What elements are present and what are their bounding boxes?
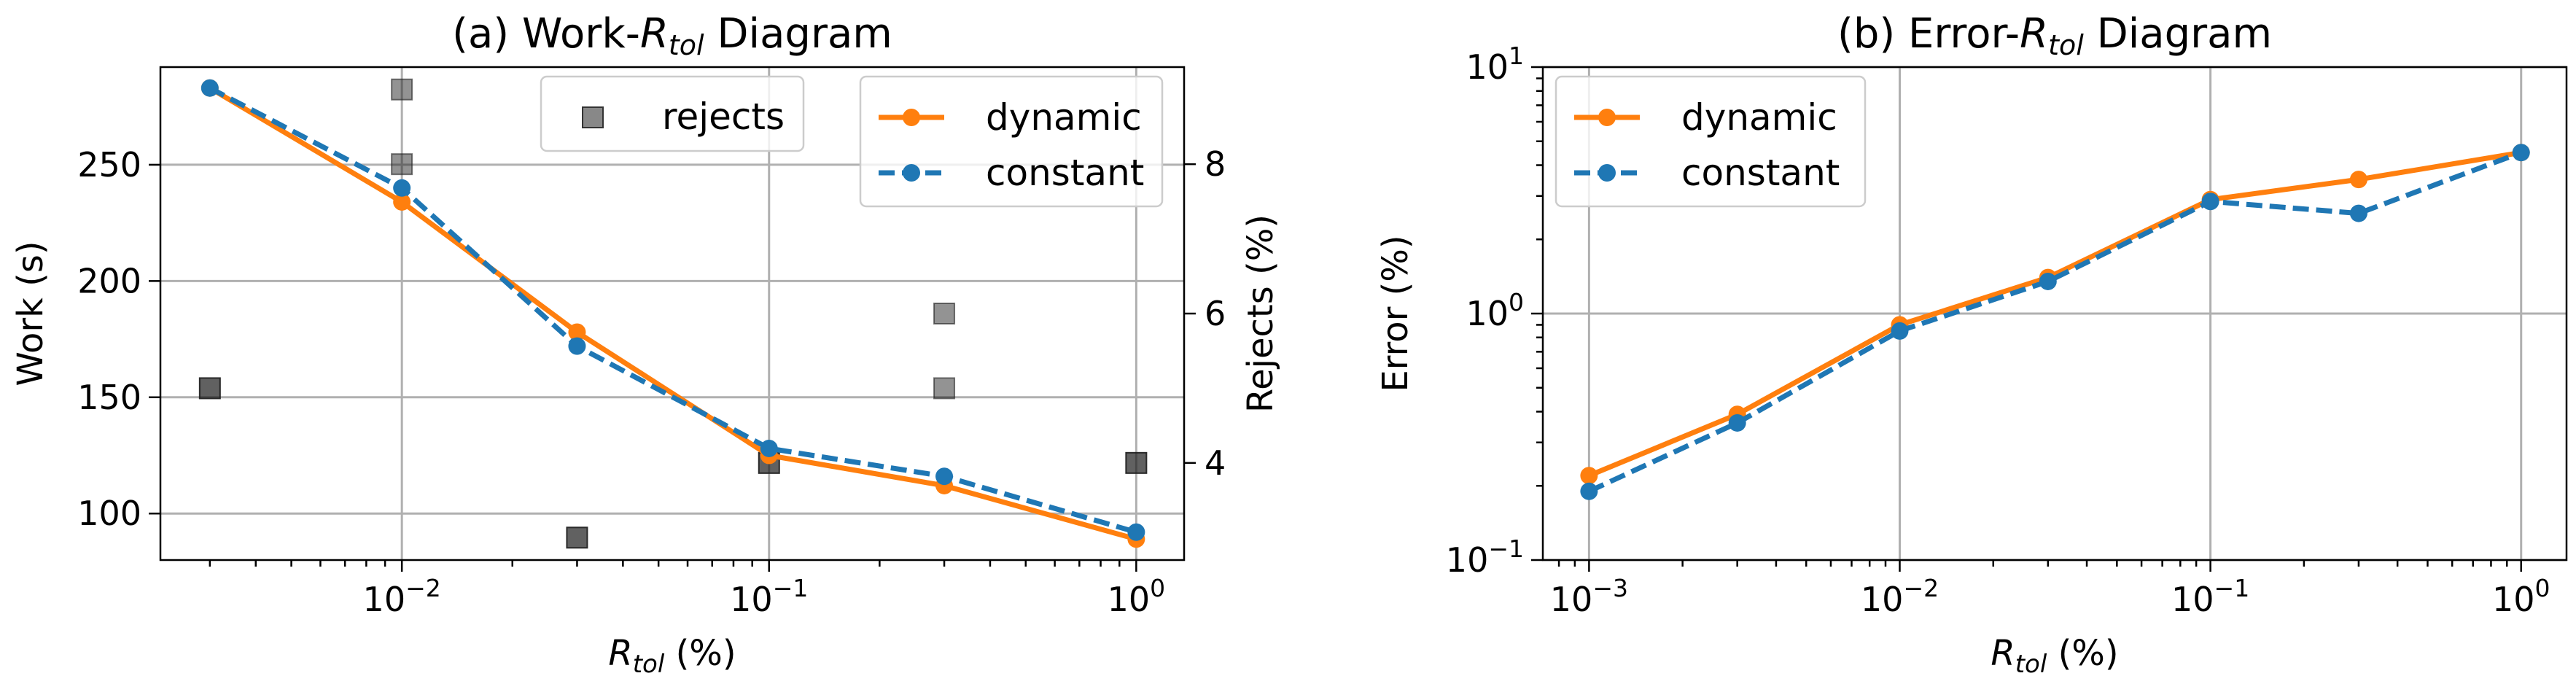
legend-b-constant-marker	[1598, 164, 1616, 182]
legend-a: dynamic constant	[859, 75, 1164, 208]
legend-rejects-label: rejects	[662, 96, 785, 138]
legend-a-constant-marker	[903, 164, 920, 182]
legend-b-dynamic-marker	[1598, 109, 1616, 126]
chart-b-title: (b) Error-Rtol Diagram	[1837, 10, 2272, 61]
legend-b: dynamic constant	[1554, 75, 1867, 208]
reject-square	[566, 526, 588, 549]
reject-square	[391, 153, 413, 176]
series-point-dynamic	[393, 193, 411, 211]
series-point-constant	[2201, 193, 2219, 211]
chart-a-plot-area	[201, 79, 1145, 548]
legend-a-dynamic-marker	[903, 109, 920, 126]
series-point-constant	[1891, 322, 1909, 340]
series-point-constant	[935, 467, 954, 486]
chart-a-frame	[159, 66, 1186, 561]
reject-square	[1125, 451, 1148, 474]
series-point-dynamic	[1580, 467, 1598, 485]
legend-a-constant-label: constant	[986, 152, 1144, 194]
chart-a-y2tick-label: 4	[1205, 443, 1226, 483]
chart-a-y2label: Rejects (%)	[1240, 214, 1281, 413]
legend-b-constant-label: constant	[1681, 152, 1840, 194]
series-point-constant	[1127, 523, 1145, 541]
chart-a-ytick-label: 200	[77, 261, 141, 300]
series-point-constant	[2349, 204, 2367, 222]
chart-a-xtick-label: 10−1	[730, 574, 808, 619]
chart-a-ylabel: Work (s)	[10, 241, 51, 386]
series-point-dynamic	[2349, 171, 2367, 189]
series-point-constant	[2512, 144, 2530, 162]
chart-a-ytick-label: 100	[77, 494, 141, 533]
series-point-constant	[393, 179, 411, 197]
series-point-constant	[2039, 272, 2057, 290]
reject-square	[933, 303, 956, 324]
chart-b-ylabel: Error (%)	[1375, 235, 1416, 392]
chart-b-ytick-label: 100	[1466, 288, 1524, 333]
series-point-dynamic	[568, 323, 586, 341]
chart-b-ytick-label: 10−1	[1446, 535, 1524, 580]
chart-a-xlabel: Rtol (%)	[608, 633, 736, 679]
chart-b-xlabel: Rtol (%)	[1991, 633, 2118, 679]
chart-b-xtick-label: 100	[2492, 574, 2550, 619]
chart-b-ytick-label: 101	[1466, 42, 1524, 87]
chart-a-xtick-label: 10−2	[363, 574, 441, 619]
series-point-constant	[201, 79, 219, 97]
chart-a-ytick-label: 250	[77, 145, 141, 184]
chart-a-title: (a) Work-Rtol Diagram	[452, 10, 892, 61]
chart-b-xtick-label: 10−1	[2171, 574, 2249, 619]
series-line-dynamic	[209, 85, 1137, 542]
chart-b-xtick-label: 10−2	[1861, 574, 1939, 619]
chart-a-y2tick-label: 6	[1205, 294, 1226, 333]
chart-a-xtick-label: 100	[1108, 574, 1166, 619]
chart-b-frame	[1541, 66, 2568, 561]
chart-a-ytick-label: 150	[77, 378, 141, 417]
reject-square	[933, 377, 956, 400]
legend-rejects: rejects	[540, 75, 805, 152]
series-point-constant	[760, 439, 778, 457]
chart-b-plot-area	[1580, 144, 2530, 500]
series-point-constant	[568, 337, 586, 355]
series-point-constant	[1580, 482, 1598, 500]
reject-square	[198, 377, 221, 400]
legend-b-dynamic-label: dynamic	[1681, 96, 1837, 139]
legend-rejects-marker	[582, 106, 604, 128]
reject-square	[391, 78, 413, 101]
legend-a-dynamic-label: dynamic	[986, 96, 1142, 139]
series-point-constant	[1728, 413, 1746, 432]
chart-a-y2tick-label: 8	[1205, 144, 1226, 184]
series-line-constant	[209, 85, 1137, 535]
chart-b-xtick-label: 10−3	[1550, 574, 1628, 619]
